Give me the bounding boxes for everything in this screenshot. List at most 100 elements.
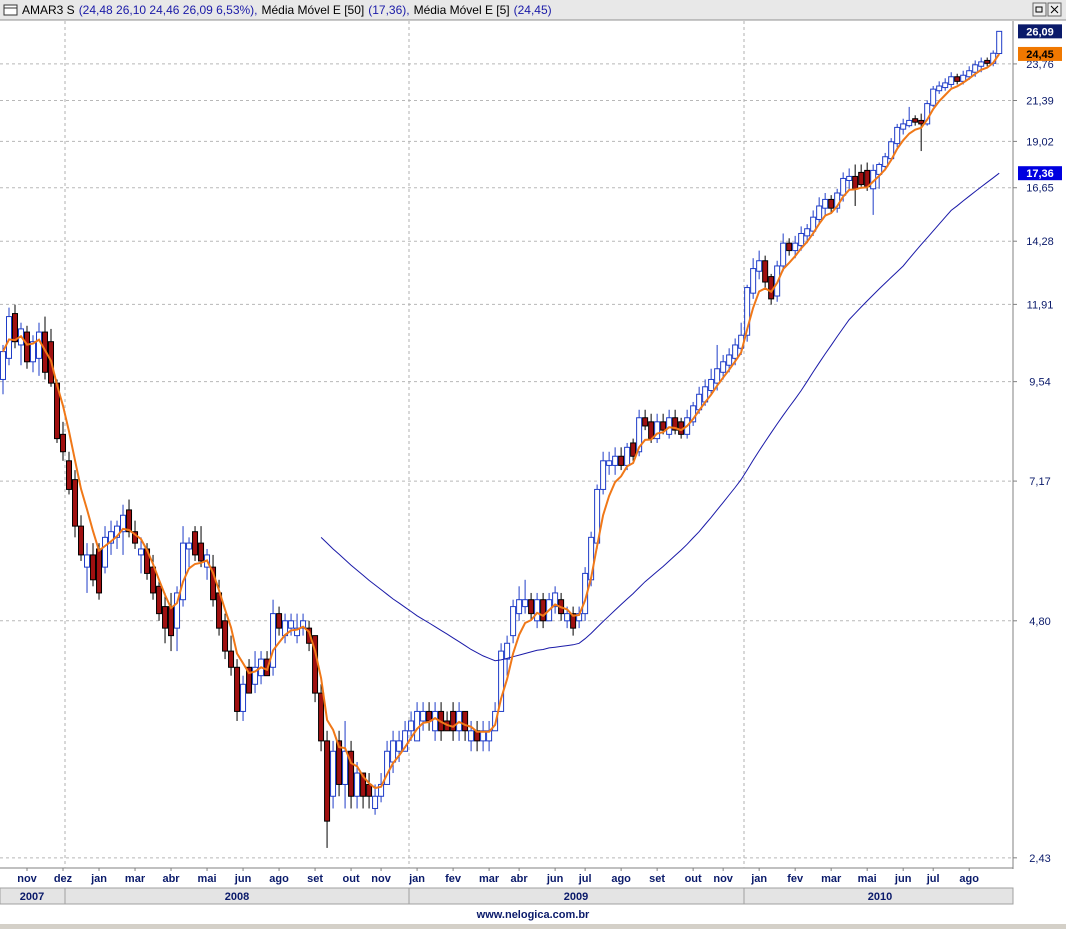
candle-body [174, 592, 181, 629]
candle-body [720, 361, 727, 373]
candle-body [420, 710, 427, 722]
y-tick-label: 19,02 [1026, 136, 1054, 148]
candle-body [150, 566, 157, 594]
candle-body [966, 70, 973, 78]
candle-body [90, 554, 97, 581]
candle-body [24, 331, 31, 363]
candle-body [336, 740, 343, 785]
x-tick-label: mar [125, 873, 146, 885]
candle-body [630, 442, 637, 457]
candle-body [228, 650, 235, 668]
candle-body [462, 710, 469, 732]
candle-body [642, 417, 649, 427]
candle-body [942, 82, 949, 89]
candle-body [498, 650, 505, 712]
candle-body [120, 514, 127, 533]
year-bands: 2007 2008 2009 2010 [0, 887, 1014, 905]
candle-body [798, 232, 805, 247]
candle-body [522, 599, 529, 608]
candle-body [450, 710, 457, 732]
candle-body [978, 61, 985, 67]
candle-body [288, 620, 295, 629]
candle-body [354, 772, 361, 797]
x-tick-label: jan [408, 873, 425, 885]
candle-body [210, 566, 217, 601]
candle-body [342, 750, 349, 785]
candle-body [636, 417, 643, 453]
candle-body [234, 666, 241, 712]
x-tick-label: abr [511, 873, 529, 885]
candle-body [84, 554, 91, 568]
y-tick-label: 16,65 [1026, 183, 1054, 195]
candle-body [0, 351, 7, 380]
candle-body [810, 216, 817, 232]
year-band [743, 887, 1014, 905]
candle-body [996, 30, 1003, 55]
price-tag [1018, 166, 1062, 181]
restore-button[interactable] [1032, 2, 1047, 17]
candle-body [552, 592, 559, 608]
candle-body [102, 536, 109, 568]
candle-body [756, 260, 763, 272]
x-tick-label: mar [479, 873, 500, 885]
y-tick-label: 14,28 [1026, 236, 1054, 248]
candle-body [252, 666, 259, 685]
candle-body [96, 548, 103, 594]
candle-body [666, 417, 673, 435]
candle-body [108, 531, 115, 544]
candle-body [714, 368, 721, 384]
candle-body [792, 242, 799, 252]
candle-body [126, 509, 133, 533]
candle-body [786, 242, 793, 252]
candle-body [432, 710, 439, 732]
candle-body [894, 126, 901, 145]
candle-body [858, 171, 865, 186]
x-tick-label: jul [578, 873, 592, 885]
ma-line [2, 53, 1001, 790]
price-tag-label: 17,36 [1026, 168, 1054, 180]
x-tick-label: mai [858, 873, 877, 885]
legend-value: (24,45) [514, 3, 552, 17]
candle-body [294, 627, 301, 637]
x-tick-label: jun [234, 873, 252, 885]
candle-body [534, 599, 541, 622]
year-label: 2010 [868, 891, 892, 903]
candle-body [624, 446, 631, 466]
symbol: AMAR3 S [22, 3, 75, 17]
candle-body [918, 119, 925, 125]
x-tick-label: set [649, 873, 665, 885]
candle-body [744, 287, 751, 336]
candle-body [426, 710, 433, 722]
candle-body [900, 123, 907, 130]
candle-body [480, 730, 487, 742]
candle-body [846, 175, 853, 181]
candle-body [660, 421, 667, 431]
candle-body [402, 730, 409, 752]
candle-body [540, 599, 547, 622]
ma-line [320, 172, 1000, 662]
legend-name: Média Móvel E [50] [262, 3, 365, 17]
candle-body [318, 692, 325, 742]
candle-body [156, 585, 163, 615]
candle-body [960, 74, 967, 82]
y-tick-label: 23,76 [1026, 59, 1054, 71]
restore-icon [1035, 6, 1043, 13]
candle-body [162, 606, 169, 629]
legend-value: (17,36), [368, 3, 409, 17]
candle-body [780, 242, 787, 267]
candle-body [198, 542, 205, 562]
candle-body [276, 613, 283, 629]
price-tag-label: 26,09 [1026, 26, 1054, 38]
candle-body [348, 750, 355, 797]
candles [0, 30, 1003, 848]
y-tick-label: 21,39 [1026, 96, 1054, 108]
x-tick-label: ago [269, 873, 289, 885]
candle-body [564, 613, 571, 622]
y-tick-label: 2,43 [1029, 853, 1050, 865]
candle-body [912, 118, 919, 123]
x-tick-label: nov [17, 873, 37, 885]
x-tick-label: abr [162, 873, 180, 885]
x-tick-label: jan [750, 873, 767, 885]
candle-body [816, 205, 823, 220]
candle-body [840, 177, 847, 196]
